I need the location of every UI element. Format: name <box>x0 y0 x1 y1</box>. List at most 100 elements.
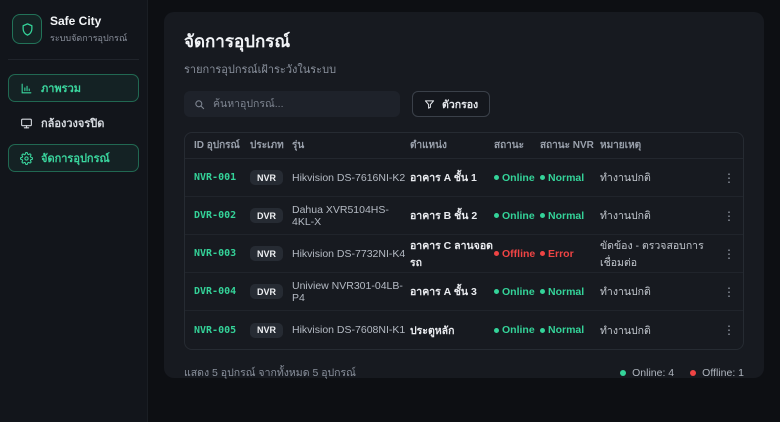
device-note: ทำงานปกติ <box>600 210 651 222</box>
legend-offline: Offline: 1 <box>690 367 744 379</box>
nvr-status: Normal <box>540 210 600 222</box>
device-type-cell: NVR <box>250 170 292 185</box>
device-model: Hikvision DS-7616NI-K2 <box>292 171 406 184</box>
device-location: อาคาร A ชั้น 3 <box>410 286 477 298</box>
table-footer: แสดง 5 อุปกรณ์ จากทั้งหมด 5 อุปกรณ์ Onli… <box>184 364 744 381</box>
status-dot-icon <box>540 213 545 218</box>
column-header: ตำแหน่ง <box>410 140 447 151</box>
nvr-status: Normal <box>540 286 600 298</box>
device-location: ประตูหลัก <box>410 324 455 337</box>
monitor-icon <box>19 117 33 130</box>
device-location: อาคาร A ชั้น 1 <box>410 172 477 184</box>
row-menu-button[interactable]: ⋮ <box>723 246 735 261</box>
device-type-cell: NVR <box>250 322 292 338</box>
search-input[interactable] <box>213 98 390 110</box>
nvr-status: Normal <box>540 172 600 184</box>
device-id: NVR-001 <box>194 172 237 183</box>
table-row: DVR-002 DVR Dahua XVR5104HS-4KL-X อาคาร B ช… <box>185 197 743 235</box>
sidebar: Safe City ระบบจัดการอุปกรณ์ ภาพรวมกล้องว… <box>0 0 148 422</box>
bar-chart-icon <box>19 82 33 95</box>
page-subtitle: รายการอุปกรณ์เฝ้าระวังในระบบ <box>184 64 337 76</box>
column-header: สถานะ NVR <box>540 140 594 151</box>
legend-online: Online: 4 <box>620 367 674 379</box>
device-model: Dahua XVR5104HS-4KL-X <box>292 203 389 228</box>
status-legend: Online: 4 Offline: 1 <box>620 367 744 379</box>
device-note: ขัดข้อง - ตรวจสอบการเชื่อมต่อ <box>600 239 704 269</box>
status-dot-icon <box>494 289 499 294</box>
sidebar-item-label: ภาพรวม <box>41 83 82 95</box>
status-dot-icon <box>540 175 545 180</box>
status-dot-icon <box>494 251 499 256</box>
device-id: NVR-003 <box>194 248 237 259</box>
column-header: สถานะ <box>494 140 524 151</box>
sidebar-item-label: จัดการอุปกรณ์ <box>41 153 110 165</box>
row-menu-button[interactable]: ⋮ <box>723 170 735 185</box>
row-menu-button[interactable]: ⋮ <box>723 323 735 337</box>
device-type-badge: DVR <box>250 284 284 299</box>
shield-icon <box>12 14 42 44</box>
device-note: ทำงานปกติ <box>600 286 651 298</box>
table-header-row: ID อุปกรณ์ ประเภท รุ่น ตำแหน่ง สถานะ สถานะ NV… <box>185 133 743 159</box>
device-type-badge: NVR <box>250 170 284 185</box>
sidebar-menu: ภาพรวมกล้องวงจรปิดจัดการอุปกรณ์ <box>8 74 139 172</box>
table-row: NVR-001 NVR Hikvision DS-7616NI-K2 อาคาร A … <box>185 159 743 197</box>
device-management-card: จัดการอุปกรณ์ รายการอุปกรณ์เฝ้าระวังในระ… <box>164 12 764 381</box>
sidebar-item-device-management[interactable]: จัดการอุปกรณ์ <box>8 144 139 172</box>
device-type-cell: DVR <box>250 284 292 299</box>
column-header: รุ่น <box>292 140 305 151</box>
main-area: จัดการอุปกรณ์ รายการอุปกรณ์เฝ้าระวังในระ… <box>148 0 780 422</box>
device-model: Uniview NVR301-04LB-P4 <box>292 279 403 304</box>
brand-name: Safe City <box>50 14 102 28</box>
status-dot-icon <box>540 289 545 294</box>
page-title: จัดการอุปกรณ์ <box>184 32 291 51</box>
device-type-badge: NVR <box>250 322 284 338</box>
device-note: ทำงานปกติ <box>600 172 651 184</box>
result-summary: แสดง 5 อุปกรณ์ จากทั้งหมด 5 อุปกรณ์ <box>184 367 356 379</box>
status-dot-icon <box>540 327 545 333</box>
status-dot-icon <box>540 251 545 256</box>
table-body: NVR-001 NVR Hikvision DS-7616NI-K2 อาคาร A … <box>185 159 743 349</box>
device-type-cell: DVR <box>250 208 292 223</box>
row-menu-button[interactable]: ⋮ <box>723 284 735 299</box>
device-id: NVR-005 <box>194 324 237 336</box>
sidebar-item-overview[interactable]: ภาพรวม <box>8 74 139 102</box>
device-type-cell: NVR <box>250 246 292 261</box>
device-status: Offline <box>494 248 540 260</box>
device-status: Online <box>494 324 540 336</box>
device-id: DVR-002 <box>194 210 237 221</box>
funnel-icon <box>424 99 435 110</box>
filter-button[interactable]: ตัวกรอง <box>412 91 491 117</box>
column-header: หมายเหตุ <box>600 140 642 151</box>
device-status: Online <box>494 286 540 298</box>
nvr-status: Error <box>540 248 600 260</box>
online-dot-icon <box>620 369 627 376</box>
device-location: อาคาร B ชั้น 2 <box>410 210 478 222</box>
sidebar-item-cctv[interactable]: กล้องวงจรปิด <box>8 109 139 137</box>
toolbar: ตัวกรอง <box>184 91 744 117</box>
device-model: Hikvision DS-7732NI-K4 <box>292 247 406 260</box>
device-status: Online <box>494 210 540 222</box>
device-type-badge: DVR <box>250 208 284 223</box>
status-dot-icon <box>494 175 499 180</box>
device-type-badge: NVR <box>250 246 284 261</box>
online-count: Online: 4 <box>632 366 675 379</box>
table-row: NVR-003 NVR Hikvision DS-7732NI-K4 อาคาร C … <box>185 235 743 273</box>
device-note: ทำงานปกติ <box>600 324 651 337</box>
offline-dot-icon <box>690 369 697 376</box>
device-status: Online <box>494 172 540 184</box>
device-model: Hikvision DS-7608NI-K1 <box>292 324 406 336</box>
table-row: NVR-005 NVR Hikvision DS-7608NI-K1 ประตูหลั… <box>185 311 743 349</box>
column-header: ID อุปกรณ์ <box>194 140 240 151</box>
offline-count: Offline: 1 <box>702 366 744 379</box>
sidebar-item-label: กล้องวงจรปิด <box>41 118 105 130</box>
filter-button-label: ตัวกรอง <box>442 98 479 111</box>
gear-icon <box>19 151 33 165</box>
brand: Safe City ระบบจัดการอุปกรณ์ <box>8 12 139 60</box>
column-header: ประเภท <box>250 140 284 151</box>
row-menu-button[interactable]: ⋮ <box>723 208 735 223</box>
table-row: DVR-004 DVR Uniview NVR301-04LB-P4 อาคาร A … <box>185 273 743 311</box>
device-table: ID อุปกรณ์ ประเภท รุ่น ตำแหน่ง สถานะ สถานะ NV… <box>184 132 744 350</box>
device-id: DVR-004 <box>194 286 237 297</box>
search-box[interactable] <box>184 91 400 117</box>
brand-subtitle: ระบบจัดการอุปกรณ์ <box>50 33 128 43</box>
